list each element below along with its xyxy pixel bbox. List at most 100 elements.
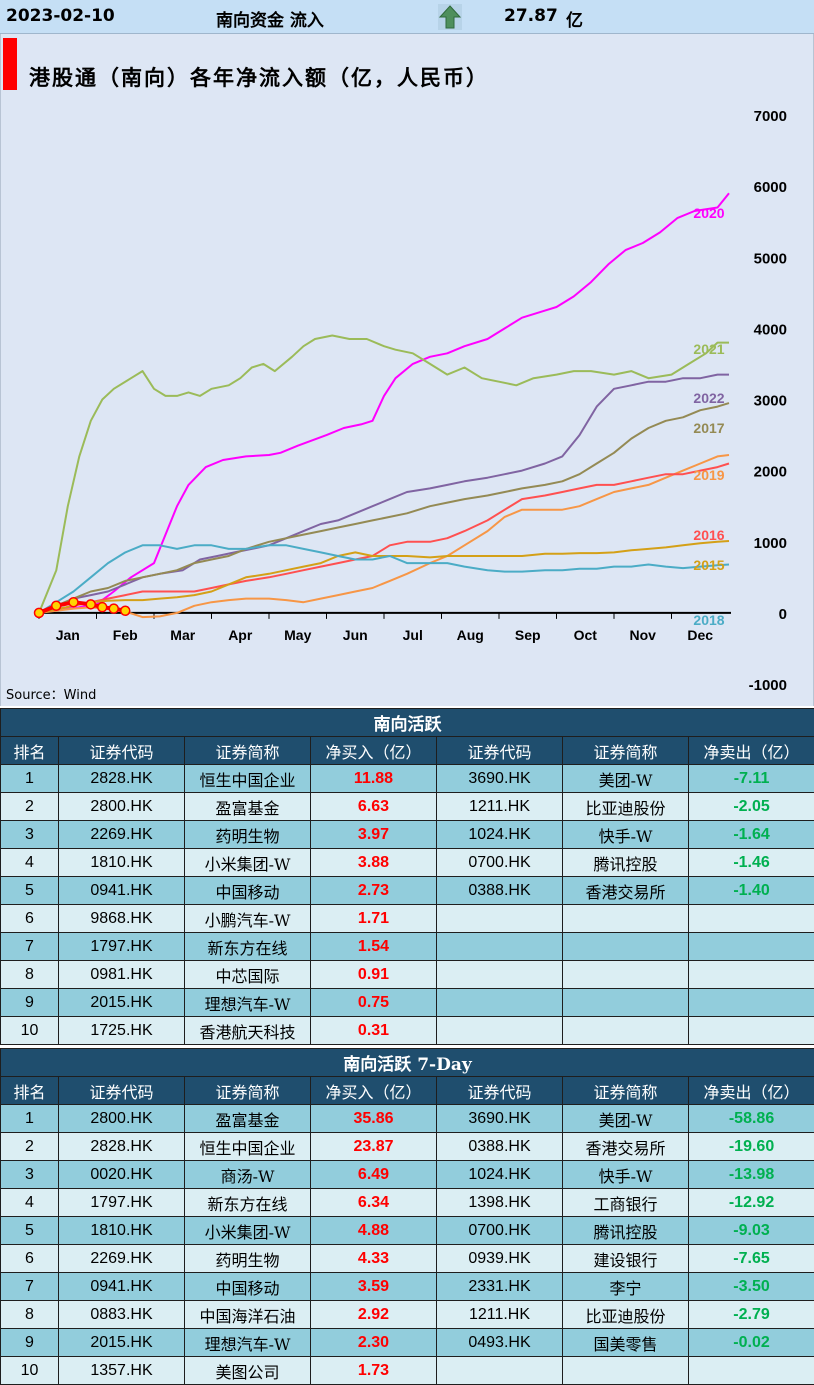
table-row: 7 0941.HK 中国移动 3.59 2331.HK 李宁 -3.50 <box>0 1272 814 1301</box>
y-tick-label: 3000 <box>754 393 787 410</box>
sell-name-cell: 快手-W <box>562 820 689 849</box>
x-tick-label: Feb <box>113 627 138 643</box>
table-row: 5 1810.HK 小米集团-W 4.88 0700.HK 腾讯控股 -9.03 <box>0 1216 814 1245</box>
column-header: 证券简称 <box>562 1076 689 1105</box>
sell-code-cell: 1398.HK <box>436 1188 563 1217</box>
net-buy-cell: 0.75 <box>310 988 437 1017</box>
x-tick-label: Nov <box>630 627 657 643</box>
net-buy-cell: 2.73 <box>310 876 437 905</box>
buy-code-cell: 1810.HK <box>58 848 185 877</box>
net-buy-cell: 4.33 <box>310 1244 437 1273</box>
table-title: 南向活跃 7-Day <box>0 1048 814 1077</box>
sell-name-cell: 比亚迪股份 <box>562 1300 689 1329</box>
sell-code-cell <box>436 932 563 961</box>
y-tick-label: 5000 <box>754 250 787 267</box>
buy-name-cell: 中国移动 <box>184 876 311 905</box>
buy-name-cell: 香港航天科技 <box>184 1016 311 1045</box>
rank-cell: 4 <box>0 1188 59 1217</box>
net-sell-cell: -19.60 <box>687 1132 814 1161</box>
buy-name-cell: 中国海洋石油 <box>184 1300 311 1329</box>
column-header: 证券简称 <box>562 736 689 765</box>
title-accent-bar <box>3 38 17 90</box>
column-header: 证券简称 <box>184 1076 311 1105</box>
net-sell-cell: -1.46 <box>687 848 814 877</box>
rank-cell: 10 <box>0 1016 59 1045</box>
y-tick-label: -1000 <box>749 677 787 694</box>
buy-code-cell: 9868.HK <box>58 904 185 933</box>
buy-name-cell: 药明生物 <box>184 1244 311 1273</box>
net-sell-cell: -1.64 <box>687 820 814 849</box>
net-buy-cell: 1.54 <box>310 932 437 961</box>
column-header: 净卖出（亿） <box>687 1076 814 1105</box>
sell-name-cell: 快手-W <box>562 1160 689 1189</box>
y-tick-label: 7000 <box>754 108 787 125</box>
net-buy-cell: 23.87 <box>310 1132 437 1161</box>
line-chart: Jan Feb Mar Apr May Jun Jul Aug Sep Oct Nov Dec -100… <box>33 108 787 694</box>
rank-cell: 8 <box>0 1300 59 1329</box>
net-sell-cell: -9.03 <box>687 1216 814 1245</box>
sell-code-cell: 3690.HK <box>436 1104 563 1133</box>
series-line-2016 <box>38 462 730 614</box>
x-tick-label: Mar <box>170 627 195 643</box>
series-point-2023 <box>68 596 79 608</box>
y-tick-label: 0 <box>779 606 787 623</box>
column-header: 排名 <box>0 736 59 765</box>
net-sell-cell: -12.92 <box>687 1188 814 1217</box>
buy-name-cell: 小米集团-W <box>184 1216 311 1245</box>
sell-code-cell <box>436 960 563 989</box>
net-buy-cell: 3.97 <box>310 820 437 849</box>
buy-code-cell: 2800.HK <box>58 792 185 821</box>
net-buy-cell: 2.92 <box>310 1300 437 1329</box>
x-tick-label: Sep <box>515 627 541 643</box>
sell-code-cell: 0388.HK <box>436 1132 563 1161</box>
table-row: 6 2269.HK 药明生物 4.33 0939.HK 建设银行 -7.65 <box>0 1244 814 1273</box>
net-buy-cell: 6.34 <box>310 1188 437 1217</box>
buy-code-cell: 2828.HK <box>58 764 185 793</box>
y-tick-label: 1000 <box>754 535 787 552</box>
sell-code-cell: 0700.HK <box>436 848 563 877</box>
sell-code-cell: 2331.HK <box>436 1272 563 1301</box>
x-tick-label: May <box>284 627 311 643</box>
series-line-2017 <box>38 402 730 614</box>
buy-name-cell: 理想汽车-W <box>184 988 311 1017</box>
sell-code-cell <box>436 1356 563 1385</box>
buy-code-cell: 2269.HK <box>58 1244 185 1273</box>
sell-code-cell <box>436 988 563 1017</box>
buy-name-cell: 中芯国际 <box>184 960 311 989</box>
chart-panel: Jan Feb Mar Apr May Jun Jul Aug Sep Oct Nov Dec -100… <box>0 34 814 706</box>
series-point-2023 <box>97 601 108 613</box>
table-row: 7 1797.HK 新东方在线 1.54 <box>0 932 814 961</box>
buy-code-cell: 1810.HK <box>58 1216 185 1245</box>
table-row: 4 1797.HK 新东方在线 6.34 1398.HK 工商银行 -12.92 <box>0 1188 814 1217</box>
buy-code-cell: 1725.HK <box>58 1016 185 1045</box>
sell-name-cell <box>562 988 689 1017</box>
net-buy-cell: 3.88 <box>310 848 437 877</box>
y-tick-label: 6000 <box>754 179 787 196</box>
rank-cell: 1 <box>0 764 59 793</box>
net-buy-cell: 0.31 <box>310 1016 437 1045</box>
column-header: 证券简称 <box>184 736 311 765</box>
buy-name-cell: 美图公司 <box>184 1356 311 1385</box>
sell-name-cell: 腾讯控股 <box>562 848 689 877</box>
buy-name-cell: 商汤-W <box>184 1160 311 1189</box>
sell-name-cell <box>562 960 689 989</box>
sell-code-cell: 1211.HK <box>436 792 563 821</box>
net-sell-cell: -1.40 <box>687 876 814 905</box>
buy-code-cell: 2015.HK <box>58 988 185 1017</box>
sell-name-cell: 美团-W <box>562 764 689 793</box>
sell-code-cell: 0388.HK <box>436 876 563 905</box>
x-tick-label: Jul <box>403 627 423 643</box>
series-line-2021 <box>38 334 729 614</box>
buy-name-cell: 盈富基金 <box>184 1104 311 1133</box>
buy-name-cell: 药明生物 <box>184 820 311 849</box>
buy-name-cell: 盈富基金 <box>184 792 311 821</box>
sell-code-cell: 0493.HK <box>436 1328 563 1357</box>
sell-code-cell: 1211.HK <box>436 1300 563 1329</box>
rank-cell: 9 <box>0 1328 59 1357</box>
chart-source: Source：Wind <box>6 688 97 703</box>
series-label-2018: 2018 <box>693 612 724 628</box>
series-point-2023 <box>33 607 45 619</box>
column-header: 证券代码 <box>436 1076 563 1105</box>
southbound-active-table: 南向活跃 排名 证券代码 证券简称 净买入（亿） 证券代码 证券简称 净卖出（亿） 1 282… <box>0 708 814 1045</box>
net-sell-cell <box>687 932 814 961</box>
